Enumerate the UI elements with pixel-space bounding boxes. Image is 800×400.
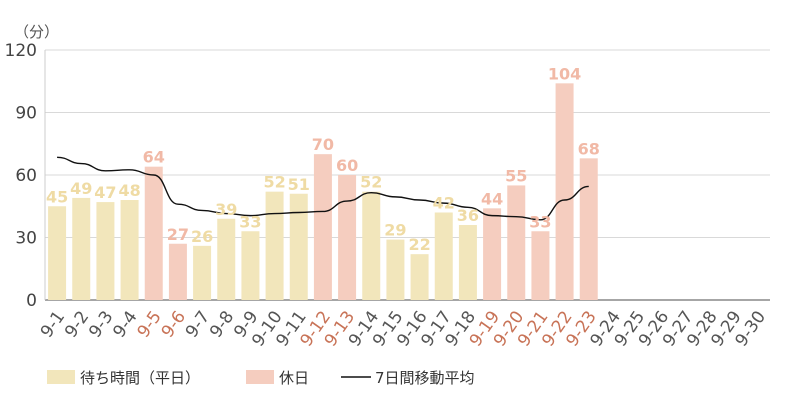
y-axis-unit-label: （分） — [14, 23, 59, 41]
bar-9-9 — [241, 231, 260, 300]
bar-9-23 — [579, 158, 598, 300]
bar-value-label-9-8: 39 — [215, 200, 237, 219]
bars — [48, 83, 598, 300]
bar-9-13 — [338, 175, 357, 300]
bar-value-label-9-20: 55 — [505, 166, 527, 185]
bar-value-label-9-3: 47 — [94, 183, 116, 202]
bar-9-1 — [48, 206, 67, 300]
bar-value-label-9-7: 26 — [191, 227, 213, 246]
bar-value-label-9-21: 33 — [529, 212, 551, 231]
bar-value-label-9-12: 70 — [312, 135, 334, 154]
bar-value-label-9-14: 52 — [360, 173, 382, 192]
y-tick-label-60: 60 — [15, 166, 37, 186]
bar-9-8 — [217, 218, 236, 300]
x-axis-ticks: 9-19-29-39-49-59-69-79-89-99-109-119-129… — [37, 307, 770, 350]
bar-9-21 — [531, 231, 550, 300]
bar-9-3 — [96, 202, 115, 300]
bar-value-label-9-4: 48 — [118, 181, 140, 200]
bar-value-label-9-19: 44 — [481, 189, 503, 208]
bar-9-4 — [120, 200, 139, 300]
y-tick-label-30: 30 — [15, 229, 37, 249]
bar-9-11 — [289, 193, 308, 300]
bar-9-5 — [144, 166, 163, 300]
legend-label-holiday: 休日 — [279, 369, 309, 387]
bar-9-6 — [168, 243, 187, 300]
bar-value-label-9-13: 60 — [336, 156, 358, 175]
legend-swatch-weekday — [47, 370, 75, 384]
bar-9-20 — [507, 185, 526, 300]
grid — [44, 49, 770, 301]
y-tick-label-120: 120 — [5, 41, 37, 61]
bar-9-18 — [458, 225, 477, 300]
legend-swatch-holiday — [246, 370, 274, 384]
bar-9-12 — [313, 154, 332, 300]
legend: 待ち時間（平日） 休日 7日間移動平均 — [47, 369, 475, 387]
bar-value-label-9-2: 49 — [70, 179, 92, 198]
bar-value-label-9-22: 104 — [548, 64, 581, 83]
bar-9-15 — [386, 239, 405, 300]
bar-9-19 — [483, 208, 502, 300]
moving-average-path — [57, 156, 589, 221]
bar-9-2 — [72, 197, 91, 300]
legend-label-moving-average: 7日間移動平均 — [375, 369, 475, 387]
bar-9-16 — [410, 254, 429, 300]
y-tick-label-0: 0 — [26, 291, 37, 311]
bar-value-label-9-11: 51 — [288, 175, 310, 194]
legend-label-weekday: 待ち時間（平日） — [80, 369, 200, 387]
bar-9-10 — [265, 191, 284, 300]
bar-value-label-9-9: 33 — [239, 212, 261, 231]
bar-value-label-9-17: 42 — [433, 194, 455, 213]
bar-value-label-9-18: 36 — [457, 206, 479, 225]
y-axis-ticks: 0 30 60 90 120 — [5, 41, 37, 311]
bar-9-17 — [434, 212, 453, 300]
y-tick-label-90: 90 — [15, 104, 37, 124]
bar-value-label-9-23: 68 — [578, 139, 600, 158]
bar-9-22 — [555, 83, 574, 300]
bar-value-label-9-16: 22 — [408, 235, 430, 254]
bar-value-label-9-5: 64 — [143, 148, 165, 167]
bar-9-14 — [362, 191, 381, 300]
bar-value-label-9-10: 52 — [263, 173, 285, 192]
bar-value-label-9-15: 29 — [384, 221, 406, 240]
moving-average-line — [57, 156, 589, 221]
bar-value-label-9-6: 27 — [167, 225, 189, 244]
bar-9-7 — [193, 245, 212, 300]
bar-value-label-9-1: 45 — [46, 187, 68, 206]
